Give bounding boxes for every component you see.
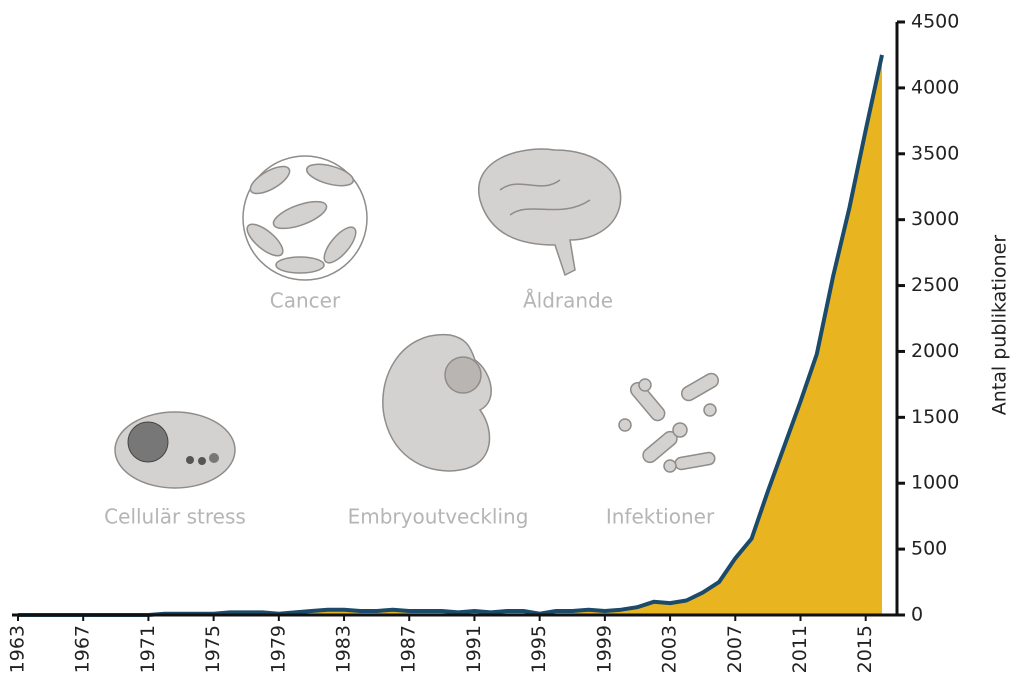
x-tick-label: 2003	[659, 625, 681, 673]
annotation: Åldrande	[523, 289, 613, 313]
annotation: Cancer	[270, 289, 341, 313]
x-tick-label: 1967	[72, 625, 94, 673]
x-tick-label: 2011	[789, 625, 811, 673]
annotation: Infektioner	[606, 505, 715, 529]
y-tick-label: 1500	[911, 406, 959, 428]
bacteria-illustration	[619, 371, 721, 472]
x-tick-label: 1999	[593, 625, 615, 673]
y-tick-label: 4000	[911, 76, 959, 98]
y-tick-label: 0	[911, 604, 923, 626]
y-tick-label: 2000	[911, 340, 959, 362]
x-tick-label: 2015	[854, 625, 876, 673]
x-tick-label: 1983	[333, 625, 355, 673]
y-axis-title: Antal publikationer	[989, 235, 1011, 416]
y-tick-label: 3500	[911, 142, 959, 164]
annotation: Cellulär stress	[104, 505, 246, 529]
x-tick-label: 1971	[137, 625, 159, 673]
cell-illustration	[115, 412, 235, 488]
annotation: Embryoutveckling	[348, 505, 529, 529]
brain-illustration	[479, 149, 621, 275]
x-tick-label: 1975	[202, 625, 224, 673]
embryo-illustration	[383, 335, 491, 471]
y-tick-label: 500	[911, 538, 947, 560]
y-tick-label: 4500	[911, 11, 959, 33]
x-tick-label: 1979	[267, 625, 289, 673]
cancer-illustration	[242, 156, 367, 280]
y-tick-label: 2500	[911, 274, 959, 296]
chart: 0 500 1000 1500 2000 2500 3000 3500 4000 4500 1963…	[0, 0, 1012, 686]
x-tick-label: 2007	[724, 625, 746, 673]
y-tick-label: 1000	[911, 472, 959, 494]
x-tick-label: 1991	[463, 625, 485, 673]
x-tick-label: 1987	[398, 625, 420, 673]
y-tick-label: 3000	[911, 208, 959, 230]
x-tick-label: 1963	[7, 625, 29, 673]
x-tick-label: 1995	[528, 625, 550, 673]
